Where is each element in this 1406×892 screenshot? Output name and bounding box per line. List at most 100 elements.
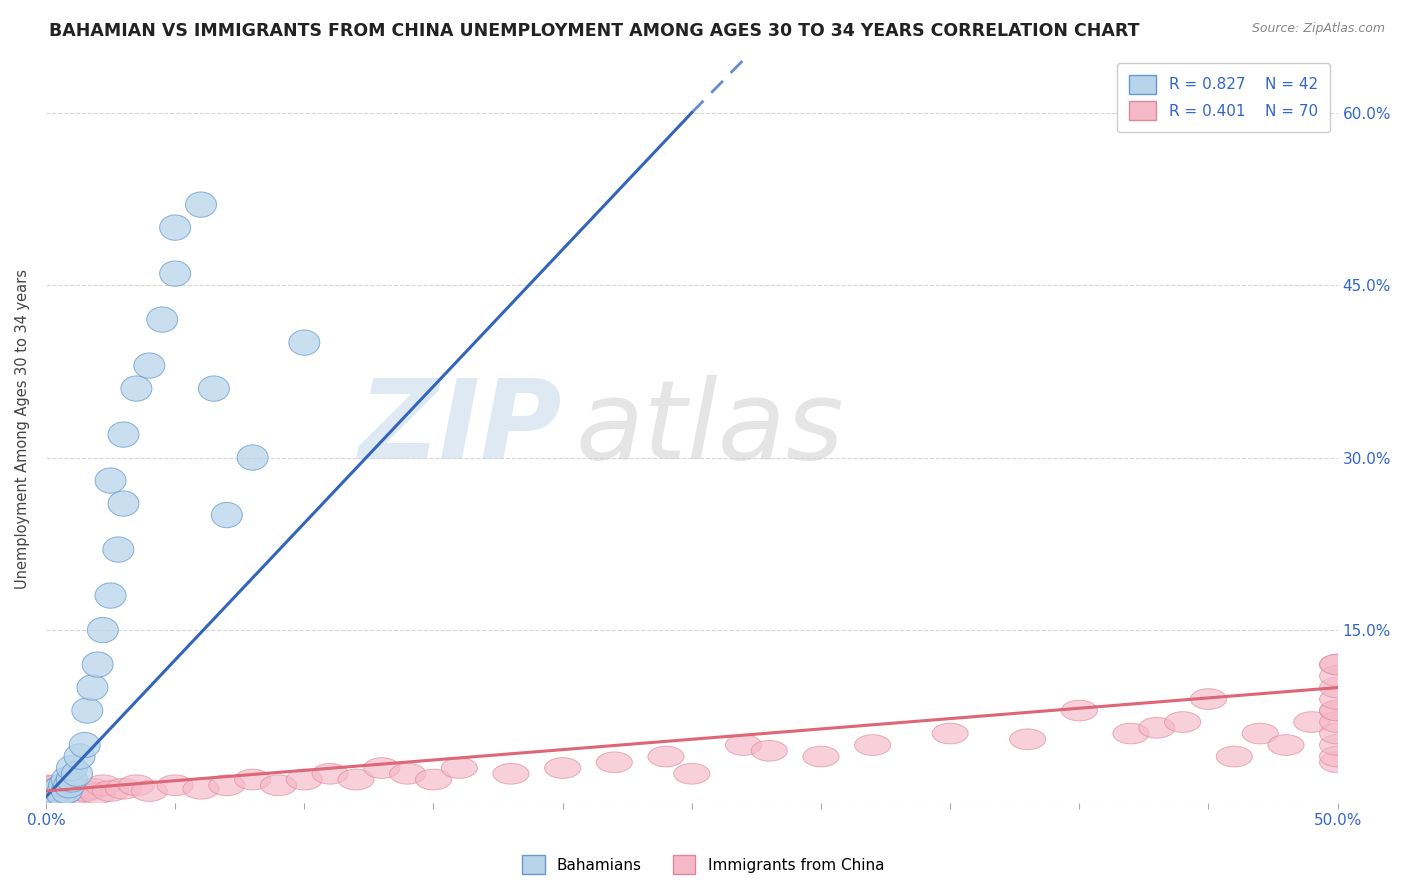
Ellipse shape [31, 787, 66, 807]
Y-axis label: Unemployment Among Ages 30 to 34 years: Unemployment Among Ages 30 to 34 years [15, 268, 30, 589]
Ellipse shape [34, 789, 65, 814]
Ellipse shape [35, 783, 66, 808]
Ellipse shape [1010, 729, 1046, 749]
Ellipse shape [44, 785, 75, 811]
Ellipse shape [53, 772, 84, 798]
Ellipse shape [38, 780, 75, 801]
Ellipse shape [108, 491, 139, 516]
Ellipse shape [494, 764, 529, 784]
Text: atlas: atlas [575, 376, 844, 483]
Text: BAHAMIAN VS IMMIGRANTS FROM CHINA UNEMPLOYMENT AMONG AGES 30 TO 34 YEARS CORRELA: BAHAMIAN VS IMMIGRANTS FROM CHINA UNEMPL… [49, 22, 1140, 40]
Ellipse shape [855, 735, 891, 756]
Ellipse shape [93, 780, 128, 801]
Ellipse shape [41, 784, 72, 809]
Ellipse shape [46, 780, 77, 806]
Ellipse shape [725, 735, 762, 756]
Ellipse shape [65, 744, 96, 769]
Ellipse shape [364, 757, 399, 779]
Ellipse shape [31, 780, 66, 801]
Ellipse shape [51, 779, 82, 804]
Ellipse shape [28, 775, 65, 796]
Ellipse shape [51, 767, 82, 792]
Ellipse shape [260, 775, 297, 796]
Ellipse shape [66, 780, 103, 801]
Ellipse shape [38, 780, 69, 806]
Ellipse shape [51, 780, 87, 801]
Ellipse shape [186, 192, 217, 218]
Ellipse shape [544, 757, 581, 779]
Ellipse shape [160, 261, 191, 286]
Ellipse shape [441, 757, 478, 779]
Ellipse shape [1268, 735, 1303, 756]
Ellipse shape [208, 775, 245, 796]
Ellipse shape [34, 779, 69, 799]
Ellipse shape [1320, 700, 1355, 721]
Ellipse shape [1320, 700, 1355, 721]
Ellipse shape [1062, 700, 1098, 721]
Ellipse shape [44, 776, 75, 801]
Ellipse shape [751, 740, 787, 761]
Ellipse shape [1216, 747, 1253, 767]
Ellipse shape [72, 698, 103, 723]
Ellipse shape [77, 675, 108, 700]
Ellipse shape [288, 330, 319, 355]
Ellipse shape [211, 502, 242, 528]
Ellipse shape [96, 468, 127, 493]
Ellipse shape [41, 779, 72, 804]
Ellipse shape [28, 780, 65, 801]
Ellipse shape [56, 767, 87, 792]
Ellipse shape [49, 772, 80, 798]
Ellipse shape [44, 780, 80, 801]
Legend: Bahamians, Immigrants from China: Bahamians, Immigrants from China [516, 849, 890, 880]
Ellipse shape [1164, 712, 1201, 732]
Ellipse shape [287, 769, 322, 790]
Ellipse shape [84, 775, 121, 796]
Ellipse shape [49, 775, 84, 796]
Ellipse shape [69, 732, 100, 757]
Ellipse shape [183, 779, 219, 799]
Ellipse shape [41, 779, 77, 799]
Ellipse shape [389, 764, 426, 784]
Text: Source: ZipAtlas.com: Source: ZipAtlas.com [1251, 22, 1385, 36]
Ellipse shape [41, 783, 77, 804]
Ellipse shape [1320, 677, 1355, 698]
Ellipse shape [38, 775, 75, 796]
Ellipse shape [1320, 665, 1355, 686]
Ellipse shape [198, 376, 229, 401]
Ellipse shape [312, 764, 349, 784]
Ellipse shape [1139, 717, 1175, 739]
Ellipse shape [1320, 654, 1355, 675]
Legend: R = 0.827    N = 42, R = 0.401    N = 70: R = 0.827 N = 42, R = 0.401 N = 70 [1116, 62, 1330, 132]
Ellipse shape [103, 537, 134, 562]
Ellipse shape [59, 783, 96, 804]
Text: ZIP: ZIP [359, 376, 562, 483]
Ellipse shape [31, 790, 62, 815]
Ellipse shape [160, 215, 191, 240]
Ellipse shape [134, 353, 165, 378]
Ellipse shape [1320, 654, 1355, 675]
Ellipse shape [1241, 723, 1278, 744]
Ellipse shape [35, 788, 66, 813]
Ellipse shape [932, 723, 969, 744]
Ellipse shape [80, 783, 115, 804]
Ellipse shape [96, 582, 127, 608]
Ellipse shape [38, 787, 69, 812]
Ellipse shape [1294, 712, 1330, 732]
Ellipse shape [31, 788, 62, 813]
Ellipse shape [1191, 689, 1226, 709]
Ellipse shape [238, 445, 269, 470]
Ellipse shape [235, 769, 271, 790]
Ellipse shape [157, 775, 193, 796]
Ellipse shape [337, 769, 374, 790]
Ellipse shape [108, 422, 139, 447]
Ellipse shape [62, 761, 93, 787]
Ellipse shape [146, 307, 177, 332]
Ellipse shape [56, 756, 87, 780]
Ellipse shape [87, 617, 118, 643]
Ellipse shape [31, 784, 62, 809]
Ellipse shape [53, 779, 90, 799]
Ellipse shape [648, 747, 685, 767]
Ellipse shape [1320, 712, 1355, 732]
Ellipse shape [1320, 735, 1355, 756]
Ellipse shape [34, 785, 65, 811]
